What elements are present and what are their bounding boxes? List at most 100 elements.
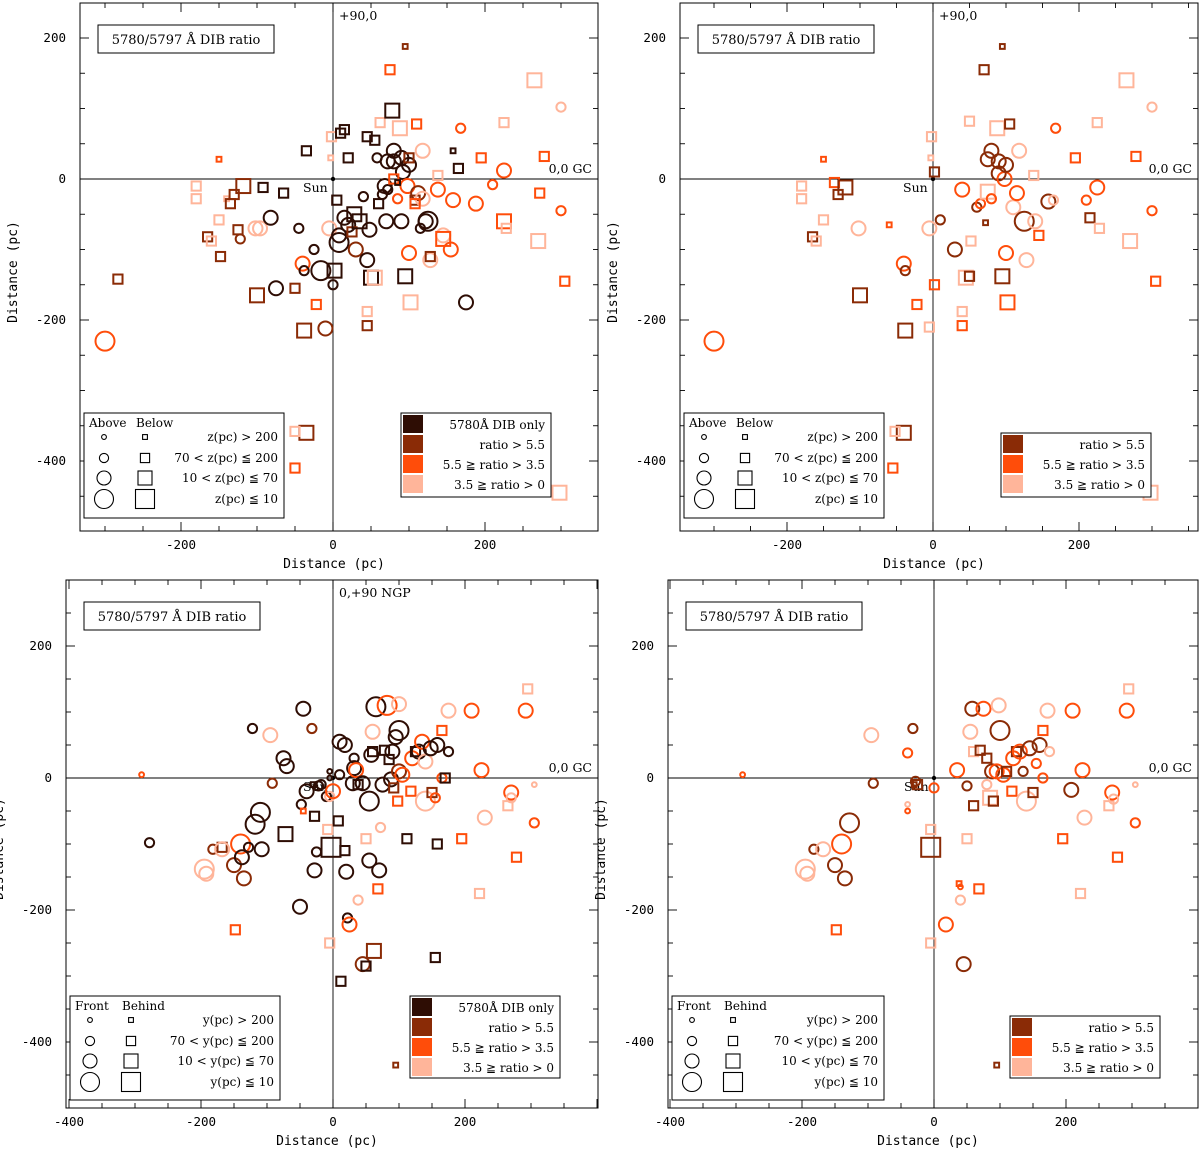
data-point [703,330,725,352]
data-point [559,275,571,287]
legend-side-a: Front [75,999,109,1013]
data-point [335,975,347,987]
data-point [907,722,919,735]
chart-panel-1: -200 0 200 -400 -200 0 200 Distance (pc) Distanc… [6,2,599,572]
data-point [820,155,827,163]
data-point [361,320,373,332]
ratio-swatch [1012,1058,1032,1076]
legend-square-marker [730,1017,736,1023]
data-point [294,255,311,272]
data-point [397,268,414,285]
data-point [138,771,146,779]
data-point [1111,851,1124,863]
ratio-legend: ratio > 5.5 5.5 ≧ ratio > 3.5 3.5 ≧ ratio … [1000,432,1152,498]
y-tick-label: -200 [624,902,654,917]
data-point [1001,765,1013,777]
chart-title: 5780/5797 Å DIB ratio [98,609,247,625]
y-axis-label: Distance (pc) [594,798,609,900]
legend-circle-marker [87,1017,93,1023]
data-point [384,743,401,760]
data-point [391,696,407,713]
data-point [925,131,938,143]
data-point [339,845,351,857]
x-tick-label: -200 [772,537,802,552]
data-point [247,220,264,237]
data-point [1037,772,1049,784]
data-point [364,723,381,740]
y-tick-label: 0 [58,171,66,186]
data-point [538,150,550,163]
data-point [112,273,124,285]
data-point [867,777,879,789]
data-point [449,147,457,155]
data-point [347,241,364,258]
data-point [1131,781,1139,788]
data-point [439,772,451,784]
data-point [205,235,218,247]
data-point [1118,702,1135,719]
y-direction-label: 0,+90 NGP [339,585,411,600]
data-point [899,265,911,277]
data-point [895,255,912,272]
data-point [796,180,808,192]
plot-frame [679,2,1199,532]
data-point [850,220,867,237]
data-point [334,769,346,781]
data-point [836,870,853,887]
data-point [338,863,355,880]
data-point [987,795,999,807]
legend-size-row: 10 < y(pc) ≦ 70 [178,1054,274,1068]
data-point [998,156,1014,173]
data-point [328,231,350,253]
ratio-legend: 5780Å DIB only ratio > 5.5 5.5 ≧ ratio > 3… [409,995,561,1079]
x-tick-label: -400 [655,1114,685,1129]
legend-square-marker [725,1053,741,1069]
data-point [456,833,468,845]
data-point [911,298,923,311]
data-point [796,193,808,205]
data-point [289,462,301,474]
x-tick-label: -200 [787,1114,817,1129]
data-point [1146,101,1158,113]
x-direction-label: 0,0 GC [549,760,592,775]
legend-circle-marker [689,1017,695,1023]
data-point [1069,152,1081,164]
legend-size-row: 10 < z(pc) ≦ 70 [782,471,878,485]
data-point [968,800,980,812]
data-point [1084,212,1096,224]
data-point [358,790,380,812]
data-point [228,188,240,201]
data-point [993,1061,1001,1069]
data-point [498,117,510,129]
data-point [982,219,989,227]
ratio-swatch [403,475,423,493]
size-legend: Front Behind y(pc) > 200 70 < y(pc) ≦ 200 10… [671,995,885,1101]
data-point [336,737,353,753]
y-tick-label: 200 [631,638,654,653]
data-point [442,241,459,258]
data-point [388,719,410,741]
data-point [234,233,246,245]
size-legend: Above Below z(pc) > 200 70 < z(pc) ≦ 200 10 … [83,412,285,519]
chart-title-box: 5780/5797 Å DIB ratio [697,24,875,54]
x-tick-label: 200 [474,537,497,552]
data-point [799,865,816,882]
legend-size-row: 70 < z(pc) ≦ 200 [174,451,278,465]
data-point [376,694,398,716]
data-point [1093,222,1106,234]
data-point [226,857,242,874]
legend-circle-marker [101,434,107,440]
legend-square-marker [734,488,756,510]
legend-size-row: z(pc) ≦ 10 [815,492,878,506]
ratio-swatch [1012,1018,1032,1036]
legend-circle-marker [79,1071,101,1093]
data-point [383,753,395,766]
ratio-class-label: ratio > 5.5 [1079,438,1145,452]
data-point [530,781,538,788]
title-frame [83,601,261,631]
data-point [325,783,341,800]
data-point [1123,683,1135,695]
data-point [325,131,338,143]
legend-side-b: Below [736,416,774,430]
legend-square-marker [737,470,753,486]
